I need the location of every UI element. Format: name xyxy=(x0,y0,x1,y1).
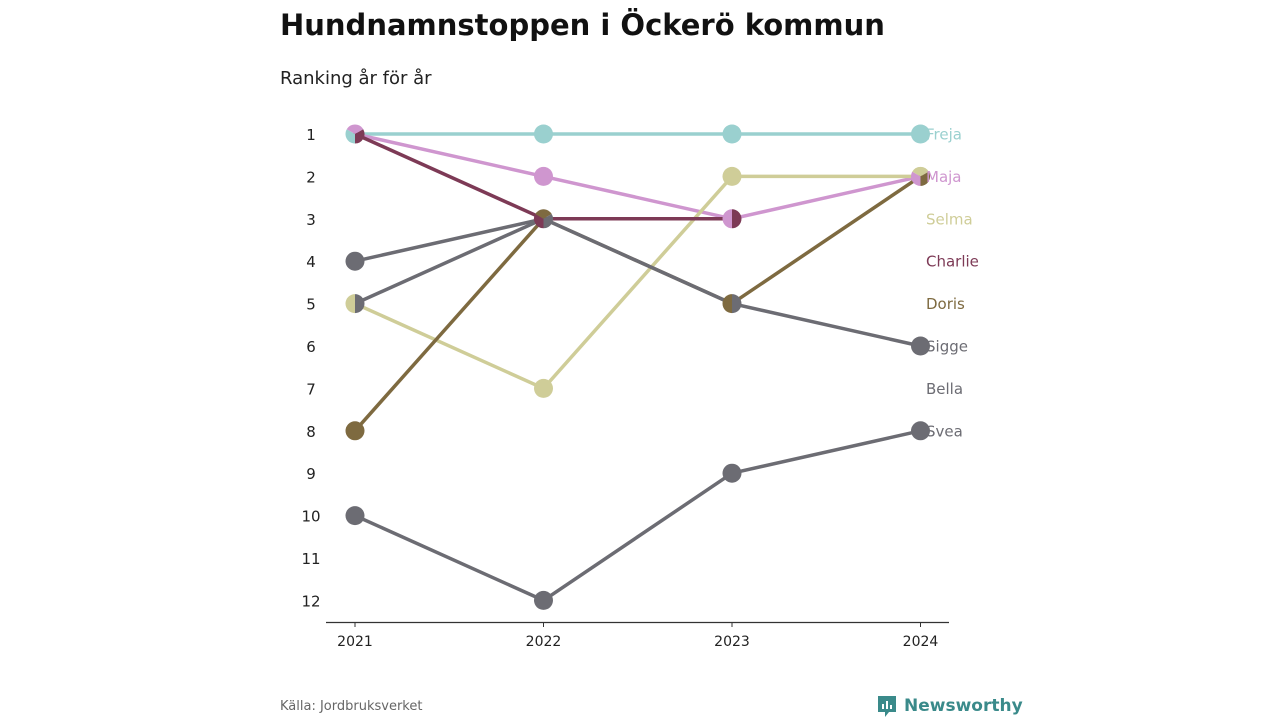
data-point-selma-bella xyxy=(345,294,355,314)
data-point-svea xyxy=(534,590,553,610)
x-tick-label: 2024 xyxy=(903,634,939,650)
series-points xyxy=(345,124,930,610)
data-point-sigge xyxy=(345,251,365,271)
data-point-doris-sigge xyxy=(722,294,732,314)
series-line-bella xyxy=(353,217,546,306)
x-tick-label: 2022 xyxy=(526,634,562,650)
data-point-charlie-doris-sigge-bella xyxy=(543,214,553,229)
data-point-charlie-doris-sigge-bella xyxy=(534,214,544,229)
chart-title: Hundnamnstoppen i Öckerö kommun xyxy=(280,8,885,42)
data-point-maja-selma-doris xyxy=(920,171,930,186)
end-label-svea: Svea xyxy=(926,422,963,440)
data-point-doris-sigge xyxy=(732,294,742,314)
data-point-selma xyxy=(534,378,553,398)
data-point-svea xyxy=(345,506,365,526)
end-label-charlie: Charlie xyxy=(926,253,979,271)
end-label-maja: Maja xyxy=(926,168,962,186)
series-line-selma xyxy=(353,174,923,391)
brand-logo[interactable]: Newsworthy xyxy=(876,694,1023,718)
end-labels: Freja Maja Selma Charlie Doris Sigge Bella Svea xyxy=(926,126,979,441)
y-tick-label: 11 xyxy=(301,550,320,568)
data-point-maja-charlie xyxy=(722,209,732,229)
data-point-maja-selma-doris xyxy=(912,166,929,177)
y-tick-label: 6 xyxy=(306,338,316,356)
data-point-doris xyxy=(345,421,365,441)
source-note: Källa: Jordbruksverket xyxy=(280,699,423,714)
y-tick-label: 3 xyxy=(306,211,316,229)
end-label-selma: Selma xyxy=(926,210,973,228)
x-tick-label: 2021 xyxy=(337,634,373,650)
data-point-svea xyxy=(722,463,742,483)
data-point-freja xyxy=(911,124,930,144)
data-point-freja-maja-charlie xyxy=(355,129,365,144)
x-axis: 2021 2022 2023 2024 xyxy=(326,621,949,650)
end-label-doris: Doris xyxy=(926,295,965,313)
y-tick-label: 1 xyxy=(306,126,316,144)
y-tick-label: 2 xyxy=(306,168,316,186)
brand-name: Newsworthy xyxy=(904,696,1023,716)
y-tick-label: 10 xyxy=(301,508,320,526)
y-tick-label: 7 xyxy=(306,380,316,398)
series-line-sigge xyxy=(353,217,923,348)
y-tick-label: 5 xyxy=(306,296,316,314)
newsworthy-logo-icon xyxy=(878,696,896,717)
data-point-freja-maja-charlie xyxy=(345,129,355,144)
end-label-sigge: Sigge xyxy=(926,338,968,356)
data-point-sigge xyxy=(911,336,930,356)
data-point-selma xyxy=(722,166,742,186)
y-tick-label: 4 xyxy=(306,253,316,271)
series-lines xyxy=(353,132,923,603)
y-tick-label: 8 xyxy=(306,423,316,441)
y-tick-label: 9 xyxy=(306,465,316,483)
end-label-freja: Freja xyxy=(926,126,962,144)
series-line-svea xyxy=(353,429,923,603)
series-line-doris xyxy=(353,174,923,433)
end-label-bella: Bella xyxy=(926,380,963,398)
data-point-freja xyxy=(722,124,742,144)
x-tick-label: 2023 xyxy=(714,634,750,650)
chart-subtitle: Ranking år för år xyxy=(280,68,432,89)
data-point-maja-charlie xyxy=(732,209,742,229)
y-tick-label: 12 xyxy=(301,592,320,610)
data-point-selma-bella xyxy=(355,294,365,314)
series-line-maja xyxy=(353,132,923,221)
data-point-maja-selma-doris xyxy=(911,171,921,186)
data-point-svea xyxy=(911,421,930,441)
data-point-maja xyxy=(534,166,553,186)
data-point-charlie-doris-sigge-bella xyxy=(535,209,552,219)
data-point-freja xyxy=(534,124,553,144)
